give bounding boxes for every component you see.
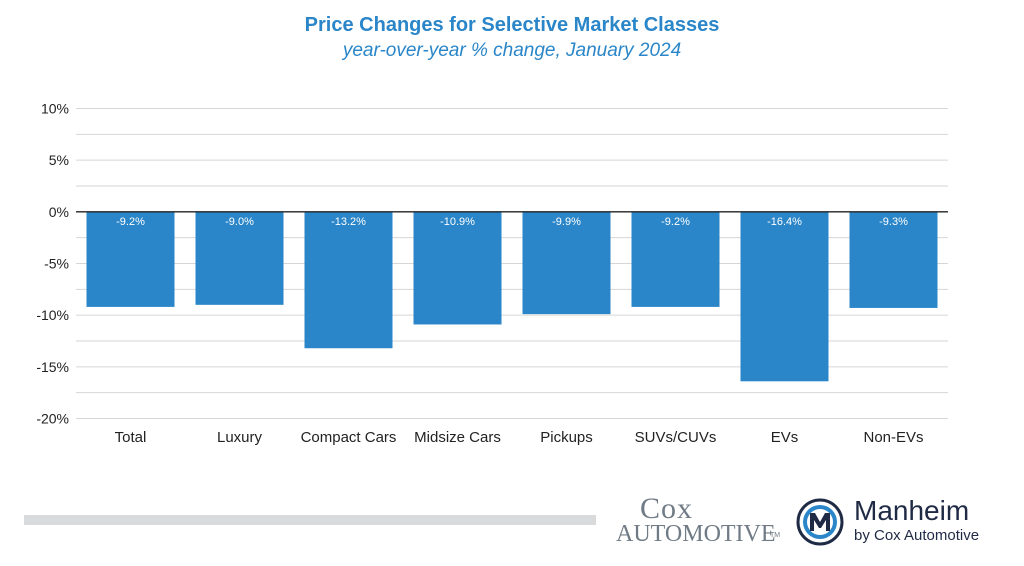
y-tick-label: -20% xyxy=(36,411,69,427)
x-tick-label: Non-EVs xyxy=(863,429,923,446)
bar xyxy=(195,211,284,305)
bar xyxy=(849,211,938,308)
bar-data-label: -10.9% xyxy=(440,216,475,228)
cox-automotive-logo: Cox AUTOMOTIVE TM xyxy=(612,494,784,550)
bar xyxy=(631,211,720,307)
cox-logo-top-text: Cox xyxy=(640,492,694,525)
y-tick-label: 10% xyxy=(41,101,69,117)
y-tick-label: -10% xyxy=(36,307,69,323)
bar-data-label: -9.2% xyxy=(661,216,690,228)
manheim-logo-name: Manheim xyxy=(854,495,970,526)
x-tick-label: Total xyxy=(115,429,147,446)
y-tick-label: 0% xyxy=(49,204,69,220)
x-tick-label: SUVs/CUVs xyxy=(635,429,717,446)
manheim-logo: Manheim by Cox Automotive xyxy=(796,496,1006,550)
cox-logo-bottom-text: AUTOMOTIVE xyxy=(616,521,776,547)
footer-bar xyxy=(24,515,596,525)
bar xyxy=(740,211,829,382)
x-tick-label: Compact Cars xyxy=(301,429,397,446)
bar xyxy=(522,211,611,315)
y-tick-label: -15% xyxy=(36,359,69,375)
bar-data-label: -16.4% xyxy=(767,216,802,228)
bar-data-label: -9.0% xyxy=(225,216,254,228)
chart-title: Price Changes for Selective Market Class… xyxy=(304,14,720,36)
manheim-logo-subtitle: by Cox Automotive xyxy=(854,527,980,544)
bar-data-label: -9.9% xyxy=(552,216,581,228)
manheim-m-icon xyxy=(796,498,844,546)
x-tick-label: Midsize Cars xyxy=(414,429,501,446)
bar-data-label: -13.2% xyxy=(331,216,366,228)
chart-subtitle: year-over-year % change, January 2024 xyxy=(342,40,682,61)
x-tick-label: EVs xyxy=(771,429,799,446)
y-tick-label: 5% xyxy=(49,152,69,168)
y-tick-label: -5% xyxy=(44,256,69,272)
cox-logo-trademark: TM xyxy=(770,532,781,539)
bar xyxy=(86,211,175,307)
bar xyxy=(304,211,393,349)
x-tick-label: Pickups xyxy=(540,429,593,446)
x-tick-label: Luxury xyxy=(217,429,263,446)
bar-data-label: -9.2% xyxy=(116,216,145,228)
bar-chart: 10% 5% 0% -5% -10% -15% -20% -9.2% Total -9.0% Lux… xyxy=(36,101,948,446)
bar-data-label: -9.3% xyxy=(879,216,908,228)
bar xyxy=(413,211,502,325)
